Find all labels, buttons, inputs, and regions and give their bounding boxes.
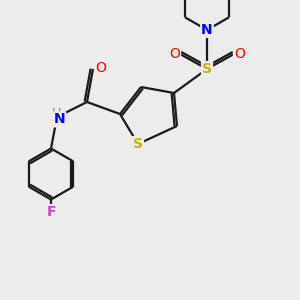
Text: O: O (95, 61, 106, 74)
Text: O: O (169, 47, 180, 61)
Text: S: S (202, 62, 212, 76)
Text: H: H (52, 107, 61, 120)
Text: N: N (201, 23, 213, 37)
Text: O: O (234, 47, 245, 61)
Text: S: S (133, 137, 143, 151)
Text: N: N (54, 112, 65, 126)
Text: F: F (46, 205, 56, 219)
